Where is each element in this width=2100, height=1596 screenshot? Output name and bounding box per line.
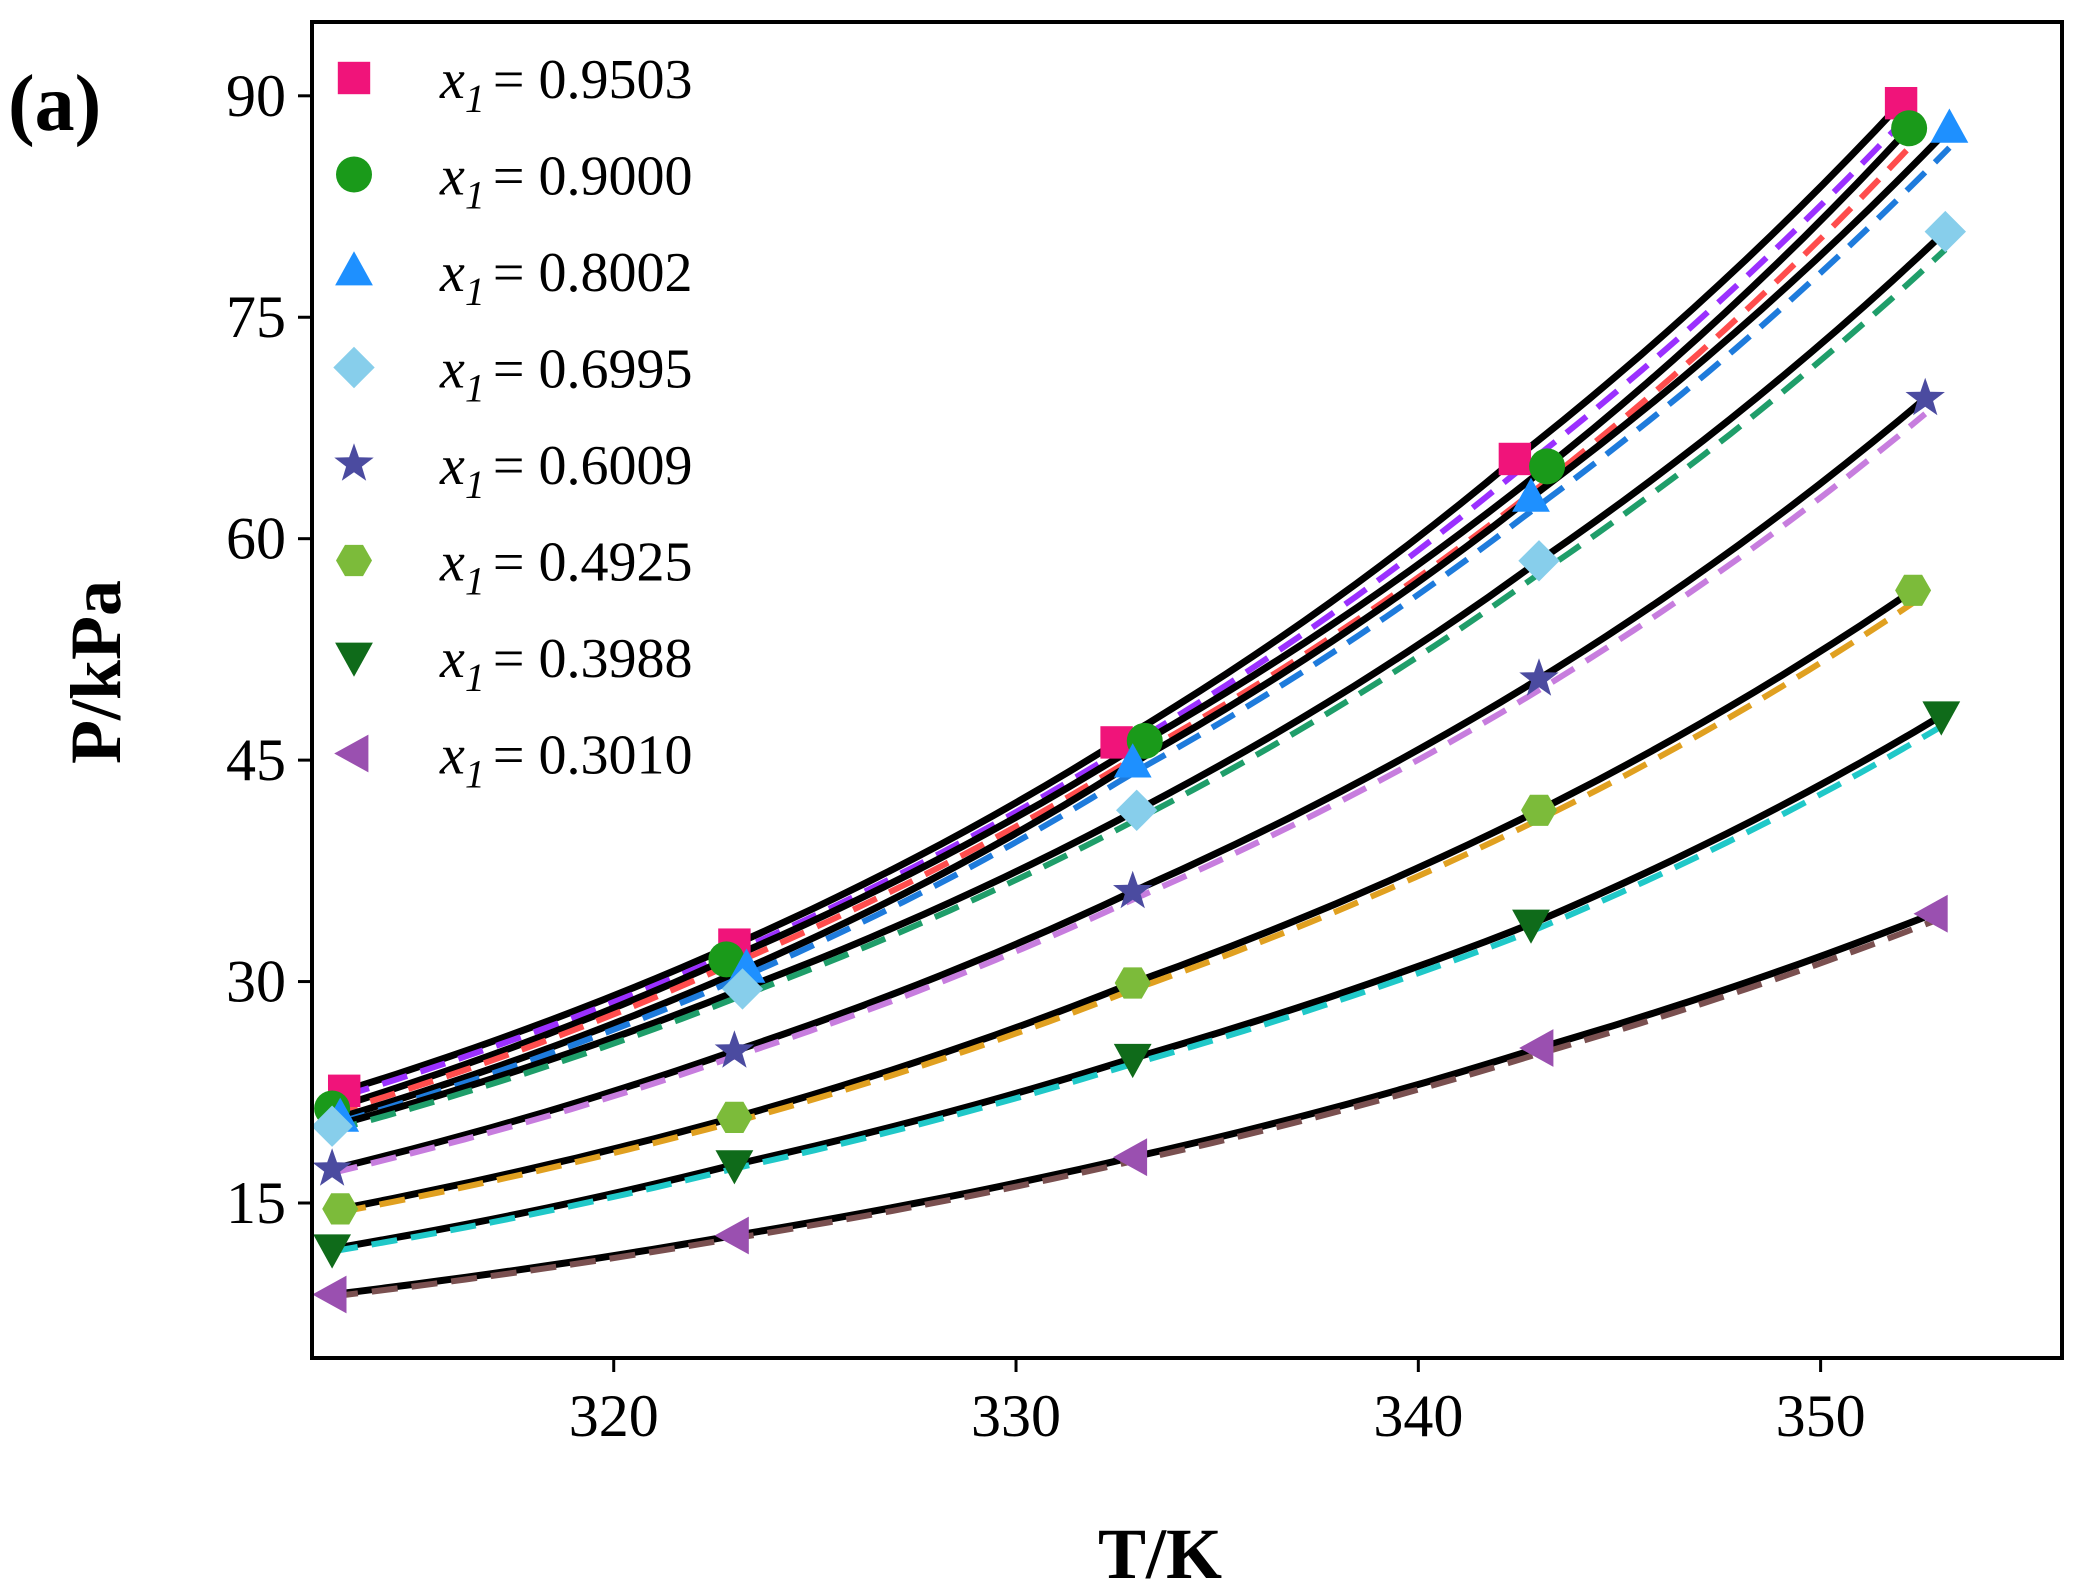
y-tick-label: 15 — [226, 1170, 286, 1236]
legend-var: x — [439, 146, 465, 208]
data-point — [1924, 210, 1966, 253]
legend-var: x — [439, 49, 465, 111]
data-point — [1905, 377, 1945, 416]
legend-value: = 0.8002 — [493, 242, 693, 304]
legend-value: = 0.3010 — [493, 725, 693, 787]
legend-value: = 0.6009 — [493, 435, 693, 497]
x-tick-label: 320 — [569, 1383, 659, 1449]
data-point — [1113, 743, 1152, 778]
data-point — [1529, 448, 1566, 485]
data-point — [714, 1216, 749, 1255]
legend-var: x — [439, 725, 465, 787]
legend-entry: x1 = 0.8002 — [439, 242, 692, 314]
legend-marker — [335, 251, 373, 286]
data-point — [714, 1030, 755, 1068]
data-point — [1113, 1043, 1152, 1079]
data-point — [1512, 477, 1550, 512]
legend-marker — [337, 61, 371, 95]
plot-frame — [310, 20, 2064, 1360]
fit-curve-dashed — [339, 600, 1915, 1216]
data-point — [1922, 701, 1961, 736]
legend-entry: x1 = 0.3010 — [439, 725, 692, 797]
data-point — [1930, 108, 1969, 143]
legend-entry: x1 = 0.6995 — [439, 339, 692, 411]
data-point — [1521, 794, 1557, 826]
data-point — [1114, 967, 1151, 999]
legend-subscript: 1 — [465, 559, 485, 604]
x-axis-title: T/K — [1098, 1514, 1222, 1594]
legend-subscript: 1 — [465, 269, 485, 314]
data-point — [313, 1234, 351, 1269]
data-point — [312, 1275, 347, 1314]
data-point — [715, 1150, 754, 1185]
legend-value: = 0.9000 — [493, 146, 693, 208]
markers-layer — [311, 86, 1969, 1314]
data-point — [1518, 540, 1560, 582]
y-axis: 15 30 45 60 75 90 — [226, 63, 312, 1236]
legend-value: = 0.4925 — [493, 532, 693, 594]
data-point — [1891, 110, 1928, 147]
data-point — [1498, 442, 1532, 476]
legend-var: x — [439, 339, 465, 401]
legend-subscript: 1 — [465, 76, 485, 121]
legend-marker — [336, 544, 372, 577]
legend-marker — [334, 443, 374, 481]
legend-subscript: 1 — [465, 173, 485, 218]
x-tick-label: 350 — [1776, 1383, 1866, 1449]
data-point — [1519, 658, 1559, 696]
legend-entry: x1 = 0.6009 — [439, 435, 692, 507]
x-axis: 320 330 340 350 — [569, 1358, 1866, 1449]
data-point — [322, 1193, 359, 1225]
legend-entry: x1 = 0.4925 — [439, 532, 692, 604]
data-point — [1913, 894, 1948, 933]
legend-entry: x1 = 0.9000 — [439, 146, 692, 218]
legend-value: = 0.3988 — [493, 628, 693, 690]
y-tick-label: 75 — [226, 284, 286, 350]
legend-subscript: 1 — [465, 462, 485, 507]
data-point — [716, 1101, 753, 1133]
legend-var: x — [439, 532, 465, 594]
legend-var: x — [439, 242, 465, 304]
legend-var: x — [439, 628, 465, 690]
data-point — [1112, 1138, 1148, 1177]
legend-var: x — [439, 435, 465, 497]
legend-marker — [335, 642, 373, 677]
legend-marker — [336, 156, 372, 193]
y-axis-title: P/kPa — [56, 580, 136, 764]
legend-entry: x1 = 0.9503 — [439, 49, 692, 121]
legend-entry: x1 = 0.3988 — [439, 628, 692, 700]
data-point — [311, 1105, 353, 1147]
x-tick-label: 340 — [1373, 1383, 1463, 1449]
panel-label: (a) — [8, 60, 101, 148]
data-point — [1519, 1029, 1554, 1067]
y-tick-label: 90 — [226, 63, 286, 129]
data-point — [1113, 870, 1153, 909]
legend-marker — [333, 346, 375, 389]
data-point — [1512, 909, 1550, 944]
y-tick-label: 45 — [226, 727, 286, 793]
data-point — [708, 941, 745, 978]
legend-subscript: 1 — [465, 366, 485, 411]
data-point — [721, 968, 764, 1010]
fit-curve-dashed — [331, 247, 1948, 1134]
data-point — [1116, 789, 1158, 831]
y-tick-label: 60 — [226, 506, 286, 572]
legend-subscript: 1 — [465, 752, 485, 797]
x-tick-label: 330 — [971, 1383, 1061, 1449]
legend-marker — [334, 734, 369, 773]
data-point — [312, 1148, 352, 1186]
legend-subscript: 1 — [465, 655, 485, 700]
y-tick-label: 30 — [226, 949, 286, 1015]
legend-value: = 0.6995 — [493, 339, 693, 401]
legend-value: = 0.9503 — [493, 49, 693, 111]
data-point — [1895, 574, 1932, 606]
